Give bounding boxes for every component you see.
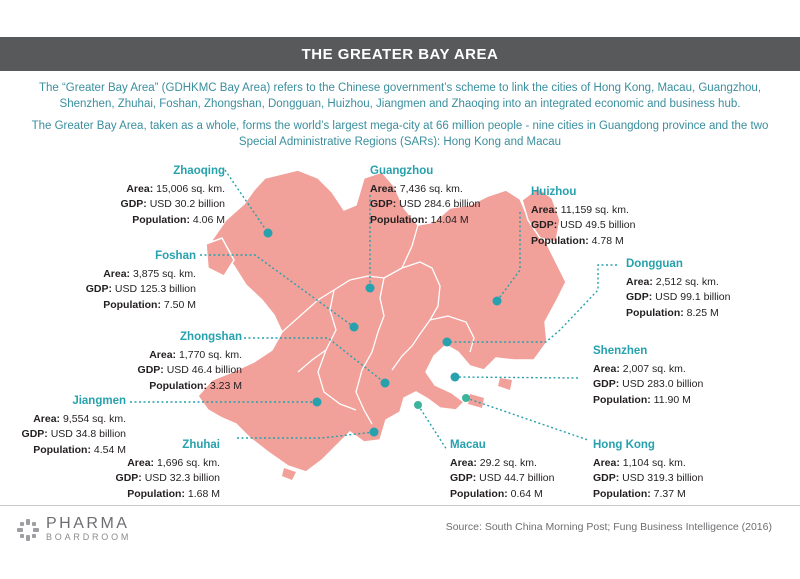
city-name: Guangzhou [370,165,434,177]
city-name: Shenzhen [593,345,648,357]
marker-zhongshan [380,378,390,388]
source-note: Source: South China Morning Post; Fung B… [445,521,772,533]
map-lobe-west [205,237,235,277]
city-info-dongguan: Dongguan Area: 2,512 sq. km. GDP: USD 99… [626,258,731,319]
marker-guangzhou [365,283,375,293]
leader-lines [130,169,617,451]
marker-foshan [349,322,359,332]
marker-zhuhai [369,427,379,437]
city-info-jiangmen: Jiangmen Area: 9,554 sq. km. GDP: USD 34… [21,395,126,456]
city-name: Zhuhai [182,439,220,451]
marker-jiangmen [312,397,322,407]
map-island-3 [282,468,296,480]
city-info-macau: Macau Area: 29.2 sq. km. GDP: USD 44.7 b… [450,439,555,500]
city-info-foshan: Foshan Area: 3,875 sq. km. GDP: USD 125.… [85,250,196,311]
marker-shenzhen [450,372,460,382]
intro-paragraph-1: The “Greater Bay Area” (GDHKMC Bay Area)… [38,82,762,110]
marker-macau [414,401,422,409]
footer-divider [0,505,800,506]
city-name: Zhaoqing [173,165,225,177]
map-lobe-northeast [521,187,561,243]
city-info-guangzhou: Guangzhou Area: 7,436 sq. km. GDP: USD 2… [370,165,481,226]
city-name: Jiangmen [72,395,126,407]
marker-hongkong [462,394,470,402]
city-name: Foshan [155,250,196,262]
city-markers [263,228,502,437]
city-name: Zhongshan [180,331,242,343]
logo-text-top: PHARMA [46,515,130,532]
page-title: THE GREATER BAY AREA [0,37,800,71]
city-info-zhaoqing: Zhaoqing Area: 15,006 sq. km. GDP: USD 3… [120,165,225,226]
map-island-2 [498,378,512,390]
logo-mark-icon [17,518,39,541]
city-name: Huizhou [531,186,577,198]
logo-text-bottom: BOARDROOM [46,532,132,542]
city-name: Dongguan [626,258,683,270]
city-info-shenzhen: Shenzhen Area: 2,007 sq. km. GDP: USD 28… [593,345,704,406]
city-name: Macau [450,439,486,451]
marker-dongguan [442,337,452,347]
city-info-zhongshan: Zhongshan Area: 1,770 sq. km. GDP: USD 4… [137,331,242,392]
marker-zhaoqing [263,228,273,238]
city-info-zhuhai: Zhuhai Area: 1,696 sq. km. GDP: USD 32.3… [115,439,220,500]
pharma-boardroom-logo: PHARMA BOARDROOM [16,516,131,543]
city-info-huizhou: Huizhou Area: 11,159 sq. km. GDP: USD 49… [531,186,636,247]
marker-huizhou [492,296,502,306]
intro-paragraph-2: The Greater Bay Area, taken as a whole, … [31,120,769,148]
city-name: Hong Kong [593,439,655,451]
city-info-hongkong: Hong Kong Area: 1,104 sq. km. GDP: USD 3… [593,439,704,500]
